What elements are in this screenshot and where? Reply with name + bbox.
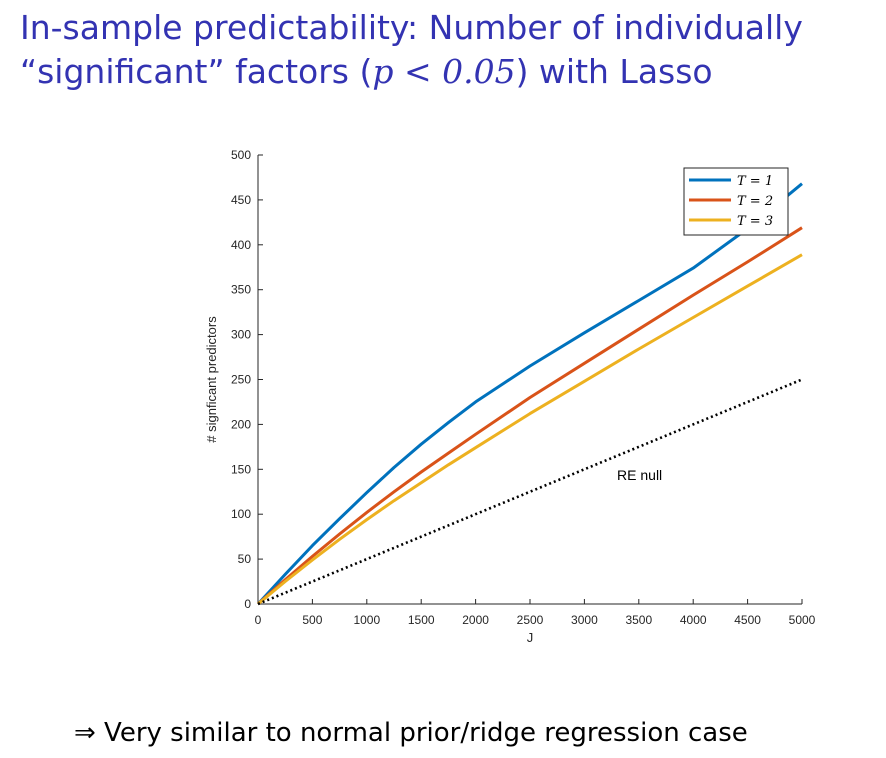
x-tick-label: 1000 [353, 613, 380, 627]
legend-entry: T = 3 [737, 214, 773, 229]
slide-title-math: p < 0.05 [372, 52, 516, 91]
slide-title: In-sample predictability: Number of indi… [20, 6, 870, 94]
x-tick-label: 2500 [517, 613, 544, 627]
x-tick-label: 4500 [734, 613, 761, 627]
y-tick-label: 150 [231, 462, 251, 476]
legend-entry: T = 2 [737, 194, 773, 209]
x-tick-label: 500 [302, 613, 322, 627]
slide-title-line-1: In-sample predictability: Number of indi… [20, 8, 803, 47]
y-tick-label: 50 [238, 552, 252, 566]
y-tick-label: 400 [231, 238, 251, 252]
x-axis-label: J [527, 630, 534, 645]
slide-footer: ⇒ Very similar to normal prior/ridge reg… [74, 718, 748, 748]
y-tick-label: 200 [231, 417, 251, 431]
x-tick-label: 2000 [462, 613, 489, 627]
y-tick-label: 0 [244, 597, 251, 611]
x-tick-label: 1500 [408, 613, 435, 627]
chart-annotations: RE null [617, 467, 662, 483]
x-tick-label: 3500 [625, 613, 652, 627]
y-tick-label: 250 [231, 373, 251, 387]
series-line-1 [256, 182, 803, 606]
series-line-3 [257, 253, 803, 606]
x-tick-label: 3000 [571, 613, 598, 627]
x-tick-label: 4000 [680, 613, 707, 627]
slide-title-line-2-post: ) with Lasso [515, 52, 713, 91]
line-chart: 0 500 1000 1500 2000 2500 3000 3500 4000 4500 5000… [204, 148, 816, 645]
annotation-label: RE null [617, 467, 662, 483]
series-line-4 [257, 378, 803, 606]
y-tick-label: 300 [231, 328, 251, 342]
series-line-2 [257, 226, 803, 606]
chart-axes: 0 500 1000 1500 2000 2500 3000 3500 4000 4500 5000… [204, 148, 816, 645]
slide-title-line-2: “significant” factors (p < 0.05) with La… [20, 50, 870, 94]
x-tick-label: 0 [255, 613, 262, 627]
legend-entry: T = 1 [737, 174, 773, 189]
y-tick-label: 450 [231, 193, 251, 207]
x-tick-label: 5000 [789, 613, 816, 627]
chart-legend: T = 1 T = 2 T = 3 [683, 167, 789, 236]
chart-plot-area [256, 182, 803, 606]
y-tick-label: 350 [231, 283, 251, 297]
y-tick-label: 100 [231, 507, 251, 521]
y-axis-label: # signficant predictors [204, 316, 219, 443]
y-tick-label: 500 [231, 148, 251, 162]
slide-title-line-2-pre: “significant” factors ( [20, 52, 373, 91]
